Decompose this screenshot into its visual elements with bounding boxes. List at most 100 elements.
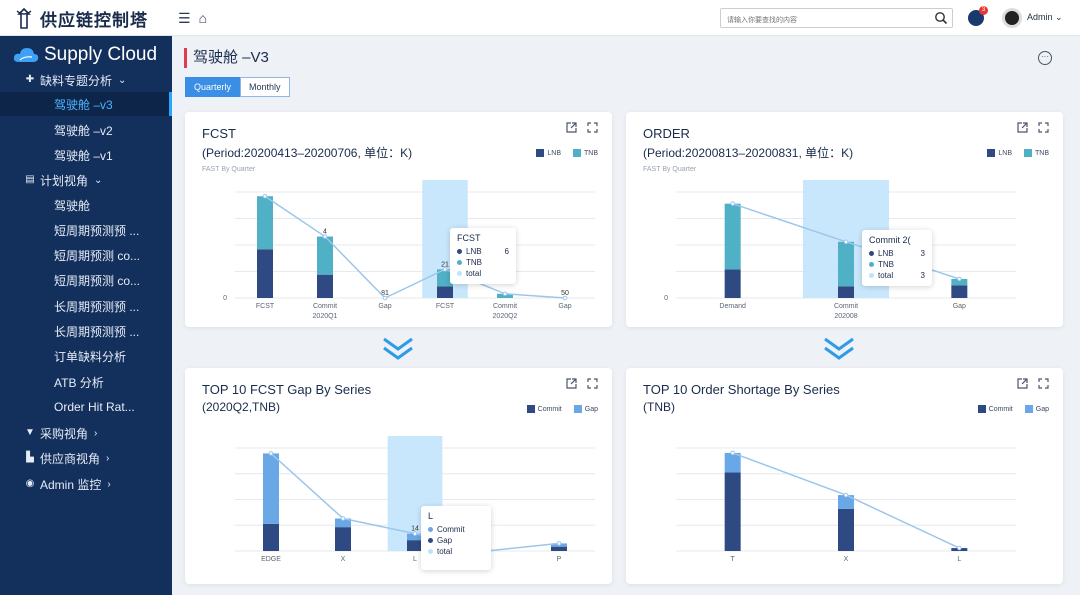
export-icon[interactable] (566, 122, 577, 133)
export-icon[interactable] (1017, 378, 1028, 389)
sidebar-group-shortage[interactable]: ✚ 缺料专题分析 ⌄ (0, 68, 172, 92)
x-tick-label: X (341, 556, 346, 563)
bar-gap (335, 518, 351, 528)
legend-item[interactable]: LNB (987, 149, 1012, 157)
data-label: 21 (441, 261, 449, 268)
bar-commit (724, 472, 741, 551)
trend-line (264, 195, 566, 299)
legend-item[interactable]: Gap (1024, 405, 1049, 413)
group-label: 2020Q1 (313, 313, 338, 320)
sidebar-group-plan[interactable]: ▤ 计划视角 ⌄ (0, 168, 172, 192)
card-subtitle: (Period:20200413–20200706, 单位：K) (202, 146, 413, 160)
legend-item[interactable]: TNB (1024, 149, 1049, 157)
building-icon: ▙ (26, 452, 34, 463)
bar-lnb (951, 285, 968, 298)
avatar[interactable] (1002, 8, 1022, 28)
sidebar-item-order-hit-rate[interactable]: Order Hit Rat... (0, 395, 172, 419)
search-input[interactable] (721, 11, 921, 30)
bar-lnb (724, 269, 741, 298)
chevron-down-icon: ⌄ (118, 74, 127, 86)
monitor-icon: ◉ (25, 478, 35, 489)
tab-monthly[interactable]: Monthly (240, 77, 290, 97)
y-tick-label: 0 (664, 295, 668, 302)
trend-point (382, 295, 388, 301)
legend-item[interactable]: LNB (536, 149, 561, 157)
tooltip-label: LNB (466, 247, 482, 256)
trend-point (262, 193, 268, 199)
trend-point (843, 492, 849, 498)
group-label: 2020Q2 (493, 313, 518, 320)
sidebar-item-label: 长周期预测预 ... (54, 324, 140, 339)
bar-tnb (951, 278, 968, 286)
tooltip-label: TNB (878, 260, 894, 269)
x-tick-label: Gap (953, 303, 966, 310)
tooltip-value: 6 (504, 247, 509, 256)
legend-label: Commit (537, 405, 562, 413)
legend-item[interactable]: Gap (573, 405, 598, 413)
tooltip-label: total (878, 271, 894, 280)
user-name: Admin (1027, 12, 1053, 22)
fullscreen-icon[interactable] (1038, 378, 1049, 389)
chevron-right-icon: › (94, 427, 98, 439)
fullscreen-icon[interactable] (1038, 122, 1049, 133)
period-toggle: Quarterly Monthly (185, 77, 290, 97)
tower-logo-icon (16, 7, 32, 29)
sidebar-item-atb[interactable]: ATB 分析 (0, 370, 172, 394)
sidebar-logo[interactable]: Supply Cloud (12, 44, 157, 66)
export-icon[interactable] (1017, 122, 1028, 133)
x-tick-label: FCST (436, 303, 455, 310)
sidebar-group-supplier[interactable]: ▙ 供应商视角 › (0, 446, 172, 470)
tooltip-title: L (428, 511, 434, 521)
sidebar: Supply Cloud ✚ 缺料专题分析 ⌄ 驾驶舱 –v3 驾驶舱 –v2 驾… (0, 36, 172, 595)
x-tick-label: Commit (834, 303, 858, 310)
sidebar-item-cockpit-v1[interactable]: 驾驶舱 –v1 (0, 143, 172, 167)
sidebar-item-cockpit-v2[interactable]: 驾驶舱 –v2 (0, 118, 172, 142)
chart-note: FAST By Quarter (643, 166, 697, 173)
user-menu[interactable]: Admin ⌄ (1027, 12, 1063, 22)
legend-label: Gap (1035, 405, 1049, 413)
bar-gap (838, 495, 854, 509)
sidebar-group-label: 采购视角 (40, 426, 89, 441)
sidebar-item-plan-cockpit[interactable]: 驾驶舱 (0, 193, 172, 217)
tab-quarterly[interactable]: Quarterly (185, 77, 241, 97)
sidebar-item-long-forecast-1[interactable]: 长周期预测预 ... (0, 294, 172, 318)
x-tick-label: T (731, 556, 736, 563)
more-options-icon[interactable]: ··· (1038, 51, 1052, 65)
trend-point (556, 541, 562, 546)
sidebar-item-label: 订单缺料分析 (54, 349, 127, 364)
x-tick-label: L (413, 556, 417, 563)
sidebar-item-label: 长周期预测预 ... (54, 299, 140, 314)
notification-icon[interactable]: 3 (968, 6, 988, 26)
search-icon[interactable] (934, 11, 948, 25)
export-icon[interactable] (566, 378, 577, 389)
sidebar-item-short-forecast-2[interactable]: 短周期预测 co... (0, 243, 172, 267)
legend-item[interactable]: Commit (526, 405, 562, 413)
sidebar-item-long-forecast-2[interactable]: 长周期预测预 ... (0, 319, 172, 343)
fullscreen-icon[interactable] (587, 378, 598, 389)
menu-toggle-icon[interactable]: ☰ (178, 10, 191, 26)
group-label: 202008 (834, 313, 857, 320)
sidebar-item-short-forecast-3[interactable]: 短周期预测 co... (0, 268, 172, 292)
sidebar-item-label: 驾驶舱 –v1 (54, 148, 113, 163)
bar-gap (263, 453, 279, 524)
sidebar-item-cockpit-v3[interactable]: 驾驶舱 –v3 (0, 92, 172, 116)
fcst-chart: FCST Commit 4 Gap 81 FCST 21 Commit Gap 50 0 2020Q1… (223, 180, 595, 320)
legend-label: LNB (998, 149, 1012, 157)
brand[interactable]: 供应链控制塔 (14, 6, 148, 31)
legend-label: LNB (547, 149, 561, 157)
fcst-gap-chart: EDGE X L 14 P (235, 436, 595, 563)
order-card: Demand Commit Gap 0 202008 ORDER (Period:202… (626, 112, 1063, 327)
sidebar-group-purchase[interactable]: ▼ 采购视角 › (0, 421, 172, 445)
sidebar-group-admin[interactable]: ◉ Admin 监控 › (0, 472, 172, 496)
home-icon[interactable]: ⌂ (198, 10, 208, 26)
legend-item[interactable]: Commit (977, 405, 1013, 413)
trend-point (730, 201, 735, 206)
fullscreen-icon[interactable] (587, 122, 598, 133)
sidebar-item-short-forecast-1[interactable]: 短周期预测预 ... (0, 218, 172, 242)
bar-commit (263, 523, 279, 551)
search-box[interactable] (720, 8, 953, 30)
x-tick-label: Commit (493, 303, 517, 310)
x-tick-label: EDGE (261, 556, 281, 563)
sidebar-item-order-shortage[interactable]: 订单缺料分析 (0, 344, 172, 368)
legend-item[interactable]: TNB (573, 149, 598, 157)
